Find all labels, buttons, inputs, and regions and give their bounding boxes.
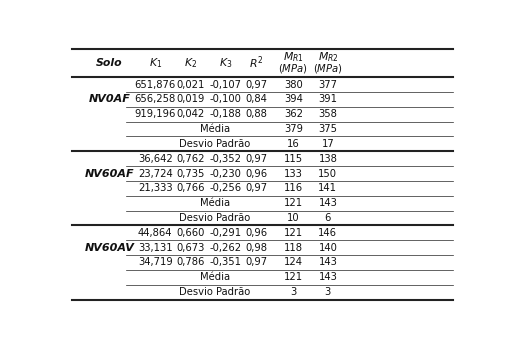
Text: 0,96: 0,96: [245, 168, 267, 178]
Text: $\mathit{(MPa)}$: $\mathit{(MPa)}$: [313, 62, 343, 75]
Text: 0,042: 0,042: [177, 109, 205, 119]
Text: $\mathit{M_{R1}}$: $\mathit{M_{R1}}$: [283, 50, 304, 64]
Text: $\mathit{(MPa)}$: $\mathit{(MPa)}$: [279, 62, 308, 75]
Text: 0,673: 0,673: [177, 243, 205, 253]
Text: 6: 6: [325, 213, 331, 223]
Text: Média: Média: [200, 198, 230, 208]
Text: 0,97: 0,97: [245, 257, 267, 267]
Text: 36,642: 36,642: [138, 154, 173, 164]
Text: Média: Média: [200, 272, 230, 282]
Text: 379: 379: [284, 124, 303, 134]
Text: -0,230: -0,230: [210, 168, 242, 178]
Text: 0,97: 0,97: [245, 154, 267, 164]
Text: 391: 391: [318, 94, 337, 104]
Text: 362: 362: [284, 109, 303, 119]
Text: 0,97: 0,97: [245, 183, 267, 193]
Text: NV0AF: NV0AF: [89, 94, 131, 104]
Text: 118: 118: [284, 243, 303, 253]
Text: 138: 138: [318, 154, 337, 164]
Text: -0,291: -0,291: [210, 228, 242, 238]
Text: -0,256: -0,256: [210, 183, 242, 193]
Text: 115: 115: [284, 154, 303, 164]
Text: 0,84: 0,84: [245, 94, 267, 104]
Text: 3: 3: [325, 287, 331, 297]
Text: 34,719: 34,719: [138, 257, 173, 267]
Text: 380: 380: [284, 79, 303, 90]
Text: Desvio Padrão: Desvio Padrão: [179, 287, 250, 297]
Text: 651,876: 651,876: [135, 79, 176, 90]
Text: 33,131: 33,131: [138, 243, 173, 253]
Text: $\mathit{R}^{2}$: $\mathit{R}^{2}$: [249, 55, 263, 71]
Text: 143: 143: [318, 257, 337, 267]
Text: -0,351: -0,351: [210, 257, 242, 267]
Text: $\mathit{K_3}$: $\mathit{K_3}$: [219, 56, 232, 70]
Text: 377: 377: [318, 79, 337, 90]
Text: 0,660: 0,660: [177, 228, 205, 238]
Text: 0,786: 0,786: [177, 257, 205, 267]
Text: Desvio Padrão: Desvio Padrão: [179, 139, 250, 149]
Text: 21,333: 21,333: [138, 183, 173, 193]
Text: 146: 146: [318, 228, 337, 238]
Text: 121: 121: [284, 272, 303, 282]
Text: Solo: Solo: [96, 58, 123, 68]
Text: 10: 10: [287, 213, 300, 223]
Text: $\mathit{M_{R2}}$: $\mathit{M_{R2}}$: [317, 50, 338, 64]
Text: 133: 133: [284, 168, 303, 178]
Text: 3: 3: [290, 287, 296, 297]
Text: Desvio Padrão: Desvio Padrão: [179, 213, 250, 223]
Text: -0,100: -0,100: [210, 94, 242, 104]
Text: 0,766: 0,766: [177, 183, 205, 193]
Text: 919,196: 919,196: [135, 109, 176, 119]
Text: 141: 141: [318, 183, 337, 193]
Text: 0,88: 0,88: [245, 109, 267, 119]
Text: -0,188: -0,188: [210, 109, 242, 119]
Text: 23,724: 23,724: [138, 168, 173, 178]
Text: -0,107: -0,107: [210, 79, 242, 90]
Text: Média: Média: [200, 124, 230, 134]
Text: 0,96: 0,96: [245, 228, 267, 238]
Text: -0,352: -0,352: [210, 154, 242, 164]
Text: 16: 16: [287, 139, 300, 149]
Text: 44,864: 44,864: [138, 228, 173, 238]
Text: $\mathit{K_2}$: $\mathit{K_2}$: [184, 56, 198, 70]
Text: 0,735: 0,735: [177, 168, 205, 178]
Text: 0,019: 0,019: [177, 94, 205, 104]
Text: 394: 394: [284, 94, 303, 104]
Text: 0,97: 0,97: [245, 79, 267, 90]
Text: 143: 143: [318, 198, 337, 208]
Text: 124: 124: [284, 257, 303, 267]
Text: $\mathit{K_1}$: $\mathit{K_1}$: [148, 56, 162, 70]
Text: 150: 150: [318, 168, 337, 178]
Text: 358: 358: [318, 109, 337, 119]
Text: 116: 116: [284, 183, 303, 193]
Text: 0,98: 0,98: [245, 243, 267, 253]
Text: -0,262: -0,262: [210, 243, 242, 253]
Text: 0,762: 0,762: [177, 154, 205, 164]
Text: 143: 143: [318, 272, 337, 282]
Text: 121: 121: [284, 198, 303, 208]
Text: 121: 121: [284, 228, 303, 238]
Text: 140: 140: [318, 243, 337, 253]
Text: 0,021: 0,021: [177, 79, 205, 90]
Text: NV60AV: NV60AV: [84, 243, 135, 253]
Text: NV60AF: NV60AF: [85, 168, 135, 178]
Text: 17: 17: [322, 139, 334, 149]
Text: 375: 375: [318, 124, 337, 134]
Text: 656,258: 656,258: [135, 94, 176, 104]
